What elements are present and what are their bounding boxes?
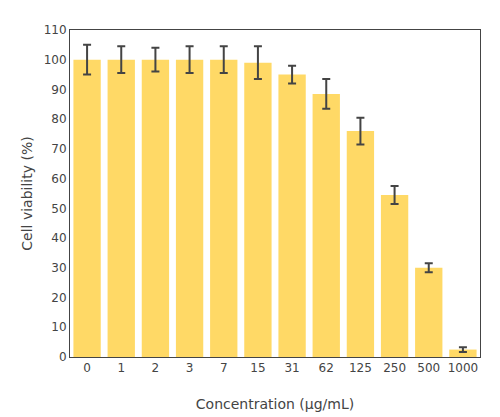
svg-text:1: 1 xyxy=(117,361,125,375)
svg-text:100: 100 xyxy=(44,53,67,67)
svg-text:70: 70 xyxy=(51,142,66,156)
svg-text:80: 80 xyxy=(51,112,66,126)
svg-text:500: 500 xyxy=(417,361,440,375)
svg-text:31: 31 xyxy=(284,361,299,375)
svg-text:7: 7 xyxy=(220,361,228,375)
svg-text:125: 125 xyxy=(349,361,372,375)
svg-text:0: 0 xyxy=(83,361,91,375)
svg-text:2: 2 xyxy=(152,361,160,375)
svg-text:10: 10 xyxy=(51,320,66,334)
svg-text:Concentration (µg/mL): Concentration (µg/mL) xyxy=(196,396,354,412)
svg-text:0: 0 xyxy=(59,350,67,364)
svg-text:50: 50 xyxy=(51,202,66,216)
svg-text:30: 30 xyxy=(51,261,66,275)
svg-text:250: 250 xyxy=(383,361,406,375)
svg-text:40: 40 xyxy=(51,231,66,245)
svg-text:20: 20 xyxy=(51,291,66,305)
svg-text:60: 60 xyxy=(51,172,66,186)
svg-text:15: 15 xyxy=(250,361,265,375)
svg-text:110: 110 xyxy=(44,23,67,37)
svg-text:1000: 1000 xyxy=(448,361,479,375)
svg-text:62: 62 xyxy=(319,361,334,375)
svg-text:90: 90 xyxy=(51,83,66,97)
svg-text:Cell viability (%): Cell viability (%) xyxy=(19,136,35,250)
svg-text:3: 3 xyxy=(186,361,194,375)
